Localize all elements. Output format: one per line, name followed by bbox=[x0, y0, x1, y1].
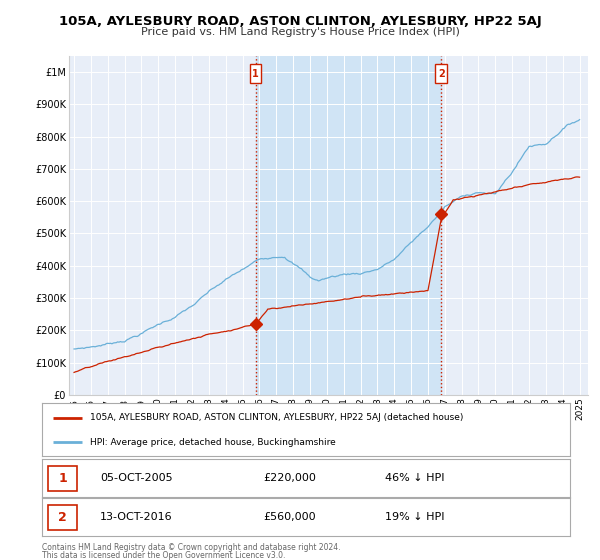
Text: 19% ↓ HPI: 19% ↓ HPI bbox=[385, 512, 445, 522]
Text: Price paid vs. HM Land Registry's House Price Index (HPI): Price paid vs. HM Land Registry's House … bbox=[140, 27, 460, 37]
Text: 105A, AYLESBURY ROAD, ASTON CLINTON, AYLESBURY, HP22 5AJ (detached house): 105A, AYLESBURY ROAD, ASTON CLINTON, AYL… bbox=[89, 413, 463, 422]
Text: Contains HM Land Registry data © Crown copyright and database right 2024.: Contains HM Land Registry data © Crown c… bbox=[42, 543, 341, 552]
Text: £560,000: £560,000 bbox=[264, 512, 316, 522]
Text: 2: 2 bbox=[58, 511, 67, 524]
FancyBboxPatch shape bbox=[49, 466, 77, 491]
Text: 105A, AYLESBURY ROAD, ASTON CLINTON, AYLESBURY, HP22 5AJ: 105A, AYLESBURY ROAD, ASTON CLINTON, AYL… bbox=[59, 15, 541, 27]
Text: 1: 1 bbox=[252, 69, 259, 79]
FancyBboxPatch shape bbox=[49, 505, 77, 530]
FancyBboxPatch shape bbox=[436, 64, 447, 83]
FancyBboxPatch shape bbox=[250, 64, 262, 83]
Text: 2: 2 bbox=[438, 69, 445, 79]
Text: 1: 1 bbox=[58, 472, 67, 485]
Text: 46% ↓ HPI: 46% ↓ HPI bbox=[385, 473, 445, 483]
Text: 13-OCT-2016: 13-OCT-2016 bbox=[100, 512, 173, 522]
Text: This data is licensed under the Open Government Licence v3.0.: This data is licensed under the Open Gov… bbox=[42, 551, 286, 560]
Bar bbox=[256, 56, 441, 395]
Text: HPI: Average price, detached house, Buckinghamshire: HPI: Average price, detached house, Buck… bbox=[89, 437, 335, 446]
Text: £220,000: £220,000 bbox=[264, 473, 317, 483]
Text: 05-OCT-2005: 05-OCT-2005 bbox=[100, 473, 173, 483]
